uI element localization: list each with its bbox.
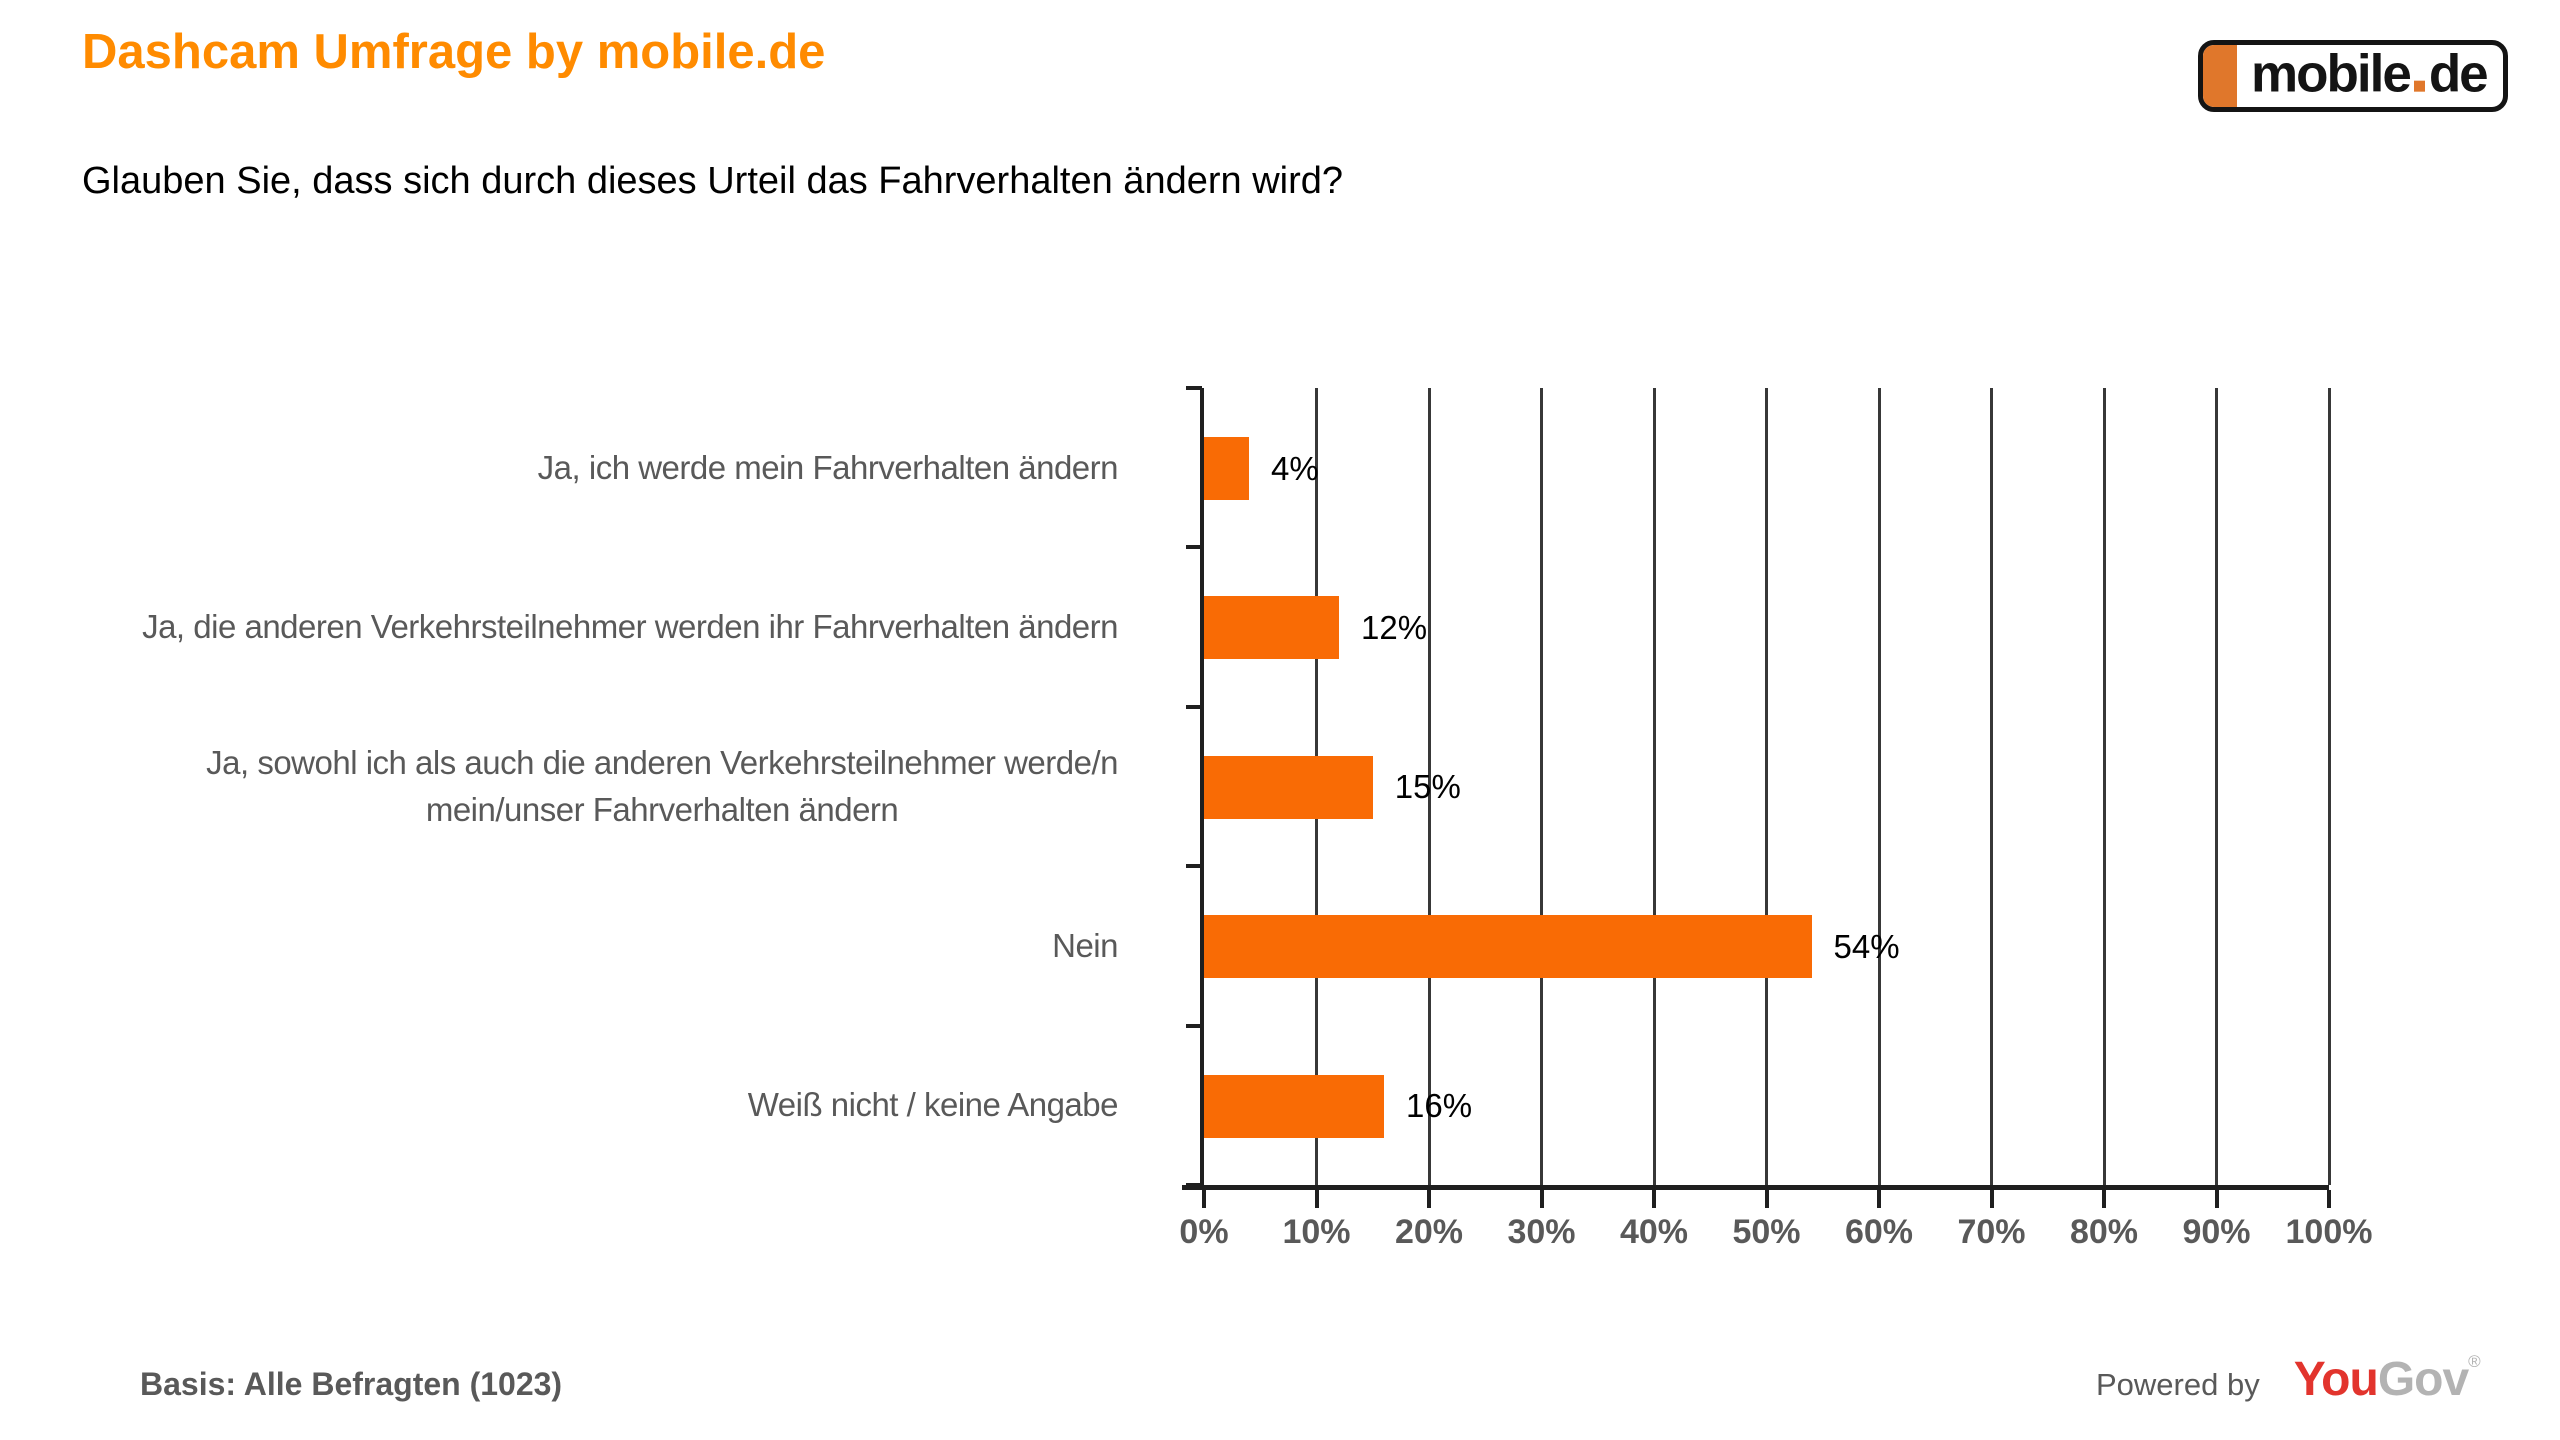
logo-tld: de [2428,44,2489,104]
bar [1204,437,1249,500]
y-axis-tick [1186,704,1202,709]
x-axis-tick [1202,1190,1206,1208]
bar [1204,915,1812,979]
bar-value-label: 12% [1361,608,1428,646]
gridline [1877,388,1881,1185]
category-label: Nein [1052,926,1118,964]
registered-mark: ® [2468,1352,2480,1371]
category-label: Weiß nicht / keine Angabe [747,1086,1119,1124]
x-axis-tick [1314,1190,1319,1208]
x-axis-extension [1182,1185,1204,1190]
x-tick-label: 100% [2285,1213,2373,1251]
x-tick-label: 50% [1732,1213,1801,1251]
category-row: Weiß nicht / keine Angabe [60,1026,1119,1185]
bar-value-label: 4% [1271,449,1319,487]
x-axis-tick [2102,1190,2106,1208]
bar [1204,755,1373,819]
x-axis-tick [1427,1190,1431,1208]
page-title: Dashcam Umfrage by mobile.de [82,25,826,79]
y-axis-tick [1186,1023,1202,1028]
gridline [1540,388,1543,1185]
x-axis-tick [1989,1190,1994,1208]
y-axis-tick [1186,386,1202,390]
y-axis-tick [1186,1183,1202,1187]
bar [1204,596,1339,660]
x-tick-label: 30% [1507,1213,1576,1251]
x-tick-label: 80% [2069,1213,2139,1251]
gridline [1652,388,1656,1185]
survey-question: Glauben Sie, dass sich durch dieses Urte… [82,160,1343,202]
powered-by-text: Powered by [2096,1367,2260,1402]
bar-value-label: 15% [1394,768,1461,806]
gridline [1990,388,1993,1185]
category-label-column: Ja, ich werde mein Fahrverhalten ändern J… [60,388,1118,1185]
x-tick-label: 0% [1179,1213,1229,1251]
bar-value-label: 54% [1833,927,1900,965]
y-axis-tick [1186,864,1202,869]
logo-dot-icon [2413,80,2425,92]
bar [1204,1074,1384,1138]
logo-orange-block [2203,45,2237,107]
category-row: Ja, sowohl ich als auch die anderen Verk… [60,707,1118,866]
gridline [2327,388,2331,1185]
x-axis-tick [2214,1190,2219,1208]
x-axis-tick [1764,1190,1769,1208]
x-tick-label: 10% [1282,1213,1351,1251]
category-row: Ja, die anderen Verkehrsteilnehmer werde… [60,547,1118,706]
basis-note: Basis: Alle Befragten (1023) [140,1366,563,1402]
powered-by: Powered by YouGov® [2096,1352,2481,1407]
logo-text: mobile de [2251,44,2489,105]
y-axis-tick [1186,545,1202,550]
category-row: Nein [60,866,1118,1025]
yougov-logo: YouGov® [2293,1352,2481,1407]
gridline [2102,388,2106,1185]
yougov-you: You [2293,1353,2379,1406]
x-axis-tick [1652,1190,1656,1208]
category-label: Ja, die anderen Verkehrsteilnehmer werde… [142,608,1118,646]
logo-word: mobile [2251,44,2412,104]
gridline [1765,388,1768,1185]
category-row: Ja, ich werde mein Fahrverhalten ändern [60,388,1119,547]
x-tick-label: 90% [2182,1213,2251,1251]
x-tick-label: 70% [1957,1213,2026,1251]
x-tick-label: 60% [1844,1213,1914,1251]
mobile-de-logo: mobile de [2198,40,2508,112]
x-axis-tick [1539,1190,1544,1208]
category-label: Ja, ich werde mein Fahrverhalten ändern [537,448,1119,486]
x-tick-label: 40% [1619,1213,1689,1251]
x-axis-tick [2327,1190,2331,1208]
bar-value-label: 16% [1406,1087,1473,1125]
category-label: Ja, sowohl ich als auch die anderen Verk… [206,743,1118,829]
x-axis-tick [1877,1190,1881,1208]
yougov-gov: Gov [2377,1353,2469,1406]
gridline [2215,388,2218,1185]
x-tick-label: 20% [1394,1213,1464,1251]
gridline [1427,388,1431,1185]
plot-area: 0% 10% 20% 30% 40% 50% 60% 70% 80% 90% 100% 4% 12% 15… [1179,386,2372,1251]
